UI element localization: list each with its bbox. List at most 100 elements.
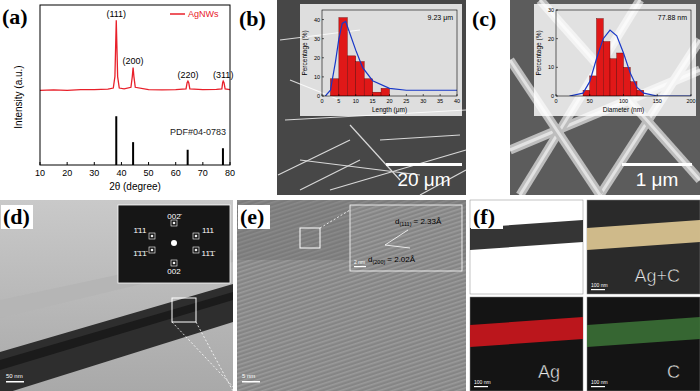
x-tick xyxy=(457,94,458,96)
y-axis-label: Percentage (%) xyxy=(535,30,543,75)
panel-label: (e) xyxy=(240,204,264,229)
sem-wires xyxy=(510,0,700,195)
y-axis-label: Percentage (%) xyxy=(301,30,309,75)
y-tick-label: 0 xyxy=(551,93,554,99)
histogram-bar xyxy=(356,62,364,96)
x-tick xyxy=(406,94,407,96)
xrd-chart: PDF#04-078310203040506070802θ (degree)In… xyxy=(13,5,235,192)
x-tick xyxy=(657,94,658,96)
mean-label: 77.88 nm xyxy=(658,14,687,21)
fit-curve xyxy=(325,21,457,96)
x-axis-label: Diameter (nm) xyxy=(603,106,645,114)
x-tick-label: 150 xyxy=(653,98,662,104)
histogram-bar xyxy=(637,90,644,96)
x-tick-label: 10 xyxy=(35,168,45,178)
histogram-bar xyxy=(610,59,617,96)
reference-stick xyxy=(187,150,189,165)
x-tick-label: 10 xyxy=(353,98,359,104)
histogram-bar xyxy=(630,82,637,96)
saed-inset xyxy=(118,205,230,283)
reference-label: PDF#04-0783 xyxy=(170,127,226,137)
y-tick xyxy=(322,57,324,58)
xrd-line xyxy=(40,20,230,90)
scale-bar xyxy=(622,163,692,166)
x-tick xyxy=(148,162,149,165)
x-tick-label: 40 xyxy=(454,98,460,104)
peak-label: (111) xyxy=(106,9,126,19)
inset-background xyxy=(534,4,696,116)
saed-spot-box xyxy=(171,260,177,266)
x-tick-label: 20 xyxy=(62,168,72,178)
y-tick xyxy=(322,76,324,77)
x-tick-label: 35 xyxy=(437,98,443,104)
saed-label: 002 xyxy=(167,267,181,276)
histogram-bar xyxy=(381,88,389,96)
saed-spot-box xyxy=(149,247,155,253)
mean-label: 9.23 μm xyxy=(428,14,454,22)
panel-label: (f) xyxy=(473,204,495,229)
saed-spot xyxy=(173,262,176,265)
x-tick-label: 20 xyxy=(386,98,392,104)
x-tick xyxy=(121,162,122,165)
nanowire-map xyxy=(587,220,700,250)
x-tick xyxy=(67,162,68,165)
panel-label: (a) xyxy=(2,4,28,29)
d-plane: (111) xyxy=(399,221,411,227)
eds-map xyxy=(470,200,583,294)
x-tick xyxy=(338,94,339,96)
d-value: = 2.02Å xyxy=(387,255,415,264)
reference-stick xyxy=(222,148,224,165)
y-tick xyxy=(322,38,324,39)
eds-map xyxy=(587,200,700,294)
histogram-bar xyxy=(373,92,381,96)
x-tick-label: 30 xyxy=(89,168,99,178)
figure: PDF#04-078310203040506070802θ (degree)In… xyxy=(0,0,700,391)
x-tick-label: 200 xyxy=(686,98,695,104)
nanowire-map xyxy=(587,317,700,347)
nanowire xyxy=(330,150,466,190)
fit-curve xyxy=(570,30,692,96)
x-tick xyxy=(623,94,624,96)
panel-label: (c) xyxy=(472,6,496,31)
saed-label: 002̄ xyxy=(167,212,182,221)
zoom-line xyxy=(320,210,350,228)
scale-bar xyxy=(6,381,24,383)
scale-bar-label: 100 nm xyxy=(591,282,608,288)
legend-swatch xyxy=(170,13,185,15)
x-tick-label: 100 xyxy=(619,98,628,104)
plot-frame xyxy=(40,5,230,165)
histogram-bar xyxy=(364,79,372,96)
saed-spot-box xyxy=(193,247,199,253)
reference-stick xyxy=(132,142,134,165)
x-tick-label: 25 xyxy=(403,98,409,104)
x-tick-label: 0 xyxy=(554,98,557,104)
d-spacing-label: d(111)= 2.33Å xyxy=(395,217,442,227)
x-tick-label: 40 xyxy=(116,168,126,178)
selection-box xyxy=(300,228,320,248)
x-tick-label: 30 xyxy=(420,98,426,104)
panel-label: (b) xyxy=(239,6,266,31)
label-background xyxy=(1,205,33,229)
hrtem-inset xyxy=(350,205,462,271)
eds-map xyxy=(587,297,700,391)
scale-bar xyxy=(474,386,488,387)
x-tick-label: 50 xyxy=(144,168,154,178)
saed-spot-box xyxy=(149,233,155,239)
y-tick xyxy=(556,10,558,11)
panel-label: (d) xyxy=(3,204,30,229)
map-label: Ag xyxy=(538,362,560,382)
saed-spot-box xyxy=(193,233,199,239)
saed-center xyxy=(171,240,177,246)
scale-bar xyxy=(354,266,366,267)
map-label: C xyxy=(667,362,680,382)
scale-bar xyxy=(386,163,462,166)
y-tick xyxy=(322,96,324,97)
y-tick-label: 20 xyxy=(548,36,554,42)
eds-map xyxy=(470,297,583,391)
saed-spot xyxy=(195,249,198,252)
spacing-marker xyxy=(385,245,410,248)
scale-bar-label: 2 nm xyxy=(354,259,365,265)
y-tick-label: 30 xyxy=(548,7,554,13)
x-tick xyxy=(202,162,203,165)
x-tick-label: 80 xyxy=(225,168,235,178)
